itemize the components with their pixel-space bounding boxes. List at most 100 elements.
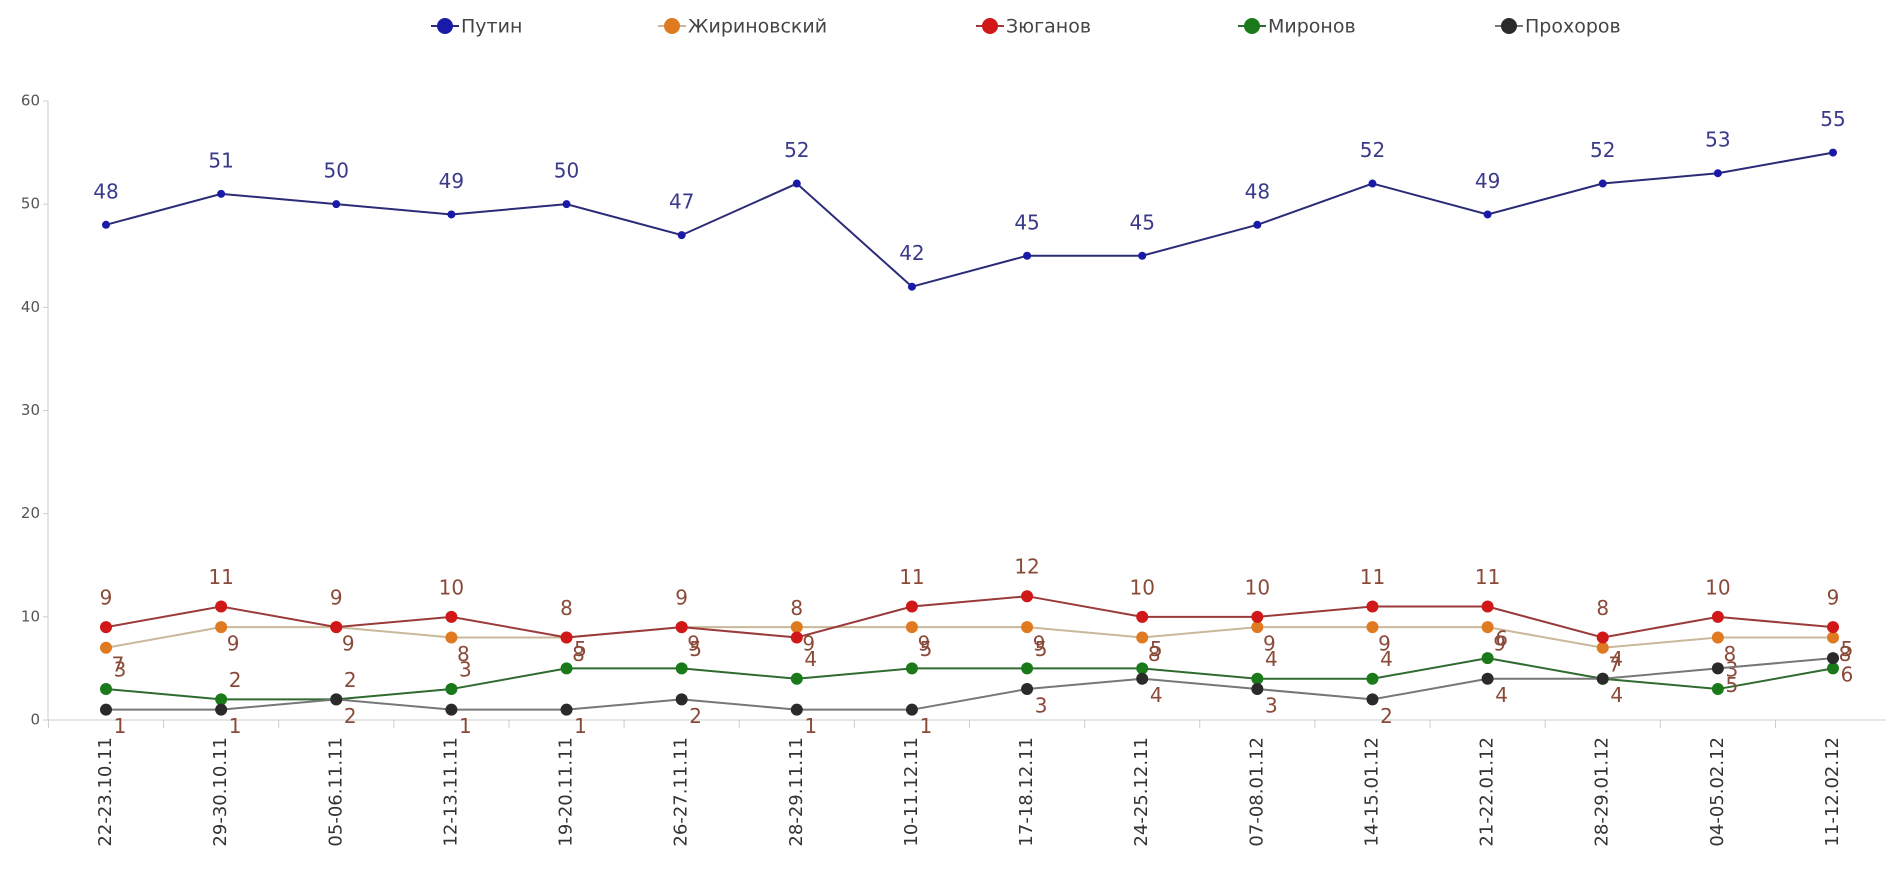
point	[102, 220, 110, 229]
data-label: 8	[1839, 642, 1852, 666]
data-label: 52	[784, 138, 809, 162]
data-label: 52	[1590, 138, 1615, 162]
data-label: 45	[1129, 210, 1154, 234]
y-tick-label: 30	[21, 401, 40, 419]
data-label: 7	[112, 652, 125, 676]
point	[560, 703, 573, 716]
data-label: 9	[1493, 632, 1506, 656]
data-label: 50	[324, 159, 349, 183]
point	[1253, 220, 1262, 229]
point	[1366, 600, 1379, 613]
point	[1481, 621, 1494, 634]
point	[1021, 683, 1034, 696]
x-tick-label: 28-29.01.12	[1592, 737, 1613, 847]
data-label: 3	[1035, 694, 1048, 718]
legend-marker	[664, 18, 680, 34]
point	[560, 631, 573, 644]
point	[1711, 662, 1724, 675]
data-label: 55	[1820, 107, 1845, 131]
data-label: 9	[1033, 632, 1046, 656]
x-tick-label: 19-20.11.11	[556, 737, 577, 847]
point	[215, 600, 228, 613]
data-label: 2	[689, 704, 702, 728]
data-label: 47	[669, 190, 694, 214]
point	[790, 621, 803, 634]
point	[790, 703, 803, 716]
point	[562, 200, 571, 209]
point	[1021, 590, 1034, 603]
x-tick-label: 10-11.12.11	[901, 737, 922, 847]
point	[1481, 652, 1494, 665]
point	[330, 693, 343, 706]
y-tick-label: 0	[30, 711, 40, 729]
data-label: 2	[344, 668, 357, 692]
point	[100, 683, 112, 696]
point	[445, 683, 458, 696]
data-label: 3	[459, 658, 472, 682]
data-label: 5	[920, 637, 933, 661]
point	[1481, 600, 1494, 613]
legend-label: Жириновский	[688, 16, 827, 38]
x-tick-label: 07-08.01.12	[1246, 737, 1267, 847]
data-label: 6	[1841, 663, 1854, 687]
data-label: 5	[1725, 673, 1738, 697]
point	[1481, 672, 1494, 685]
x-tick-label: 11-12.02.12	[1822, 737, 1843, 847]
point	[217, 189, 226, 198]
data-label: 9	[918, 632, 931, 656]
point	[1366, 672, 1379, 685]
point	[905, 703, 918, 716]
data-label: 5	[1841, 637, 1854, 661]
legend-label: Миронов	[1268, 16, 1356, 38]
x-tick-label: 04-05.02.12	[1707, 737, 1728, 847]
data-label: 5	[574, 637, 587, 661]
point	[332, 200, 341, 209]
data-label: 11	[1475, 565, 1500, 589]
legend-label: Зюганов	[1006, 16, 1091, 38]
point	[100, 641, 112, 654]
point	[905, 662, 918, 675]
point	[1827, 621, 1839, 634]
data-label: 52	[1360, 138, 1385, 162]
series-line	[105, 151, 1834, 288]
data-label: 9	[1378, 632, 1391, 656]
x-tick-label: 17-18.12.11	[1016, 737, 1037, 847]
data-label: 53	[1705, 128, 1730, 152]
legend-label: Путин	[461, 16, 522, 38]
data-label: 7	[1608, 652, 1621, 676]
point	[445, 610, 458, 623]
data-label: 8	[790, 596, 803, 620]
data-label: 11	[208, 565, 233, 589]
data-label: 2	[229, 668, 242, 692]
legend-marker	[437, 18, 453, 34]
point	[1136, 662, 1149, 675]
x-tick-label: 26-27.11.11	[671, 737, 692, 847]
point	[1713, 169, 1722, 178]
x-tick-label: 29-30.10.11	[210, 737, 231, 847]
point	[1827, 662, 1839, 675]
data-label: 10	[1705, 575, 1730, 599]
point	[1021, 621, 1034, 634]
point	[1483, 210, 1492, 219]
point	[215, 703, 228, 716]
data-label: 2	[344, 704, 357, 728]
data-label: 8	[1596, 596, 1609, 620]
data-label: 4	[804, 647, 817, 671]
point	[1596, 631, 1609, 644]
point	[675, 621, 688, 634]
data-label: 9	[687, 632, 700, 656]
point	[1368, 179, 1377, 188]
data-label: 1	[920, 714, 933, 738]
point	[1366, 621, 1379, 634]
point	[1136, 672, 1149, 685]
data-label: 9	[1827, 586, 1840, 610]
point	[1711, 683, 1724, 696]
point	[1251, 672, 1264, 685]
data-label: 8	[1148, 642, 1161, 666]
data-label: 11	[1360, 565, 1385, 589]
point	[330, 621, 343, 634]
data-label: 3	[1725, 658, 1738, 682]
data-label: 5	[1035, 637, 1048, 661]
data-label: 10	[1129, 575, 1154, 599]
